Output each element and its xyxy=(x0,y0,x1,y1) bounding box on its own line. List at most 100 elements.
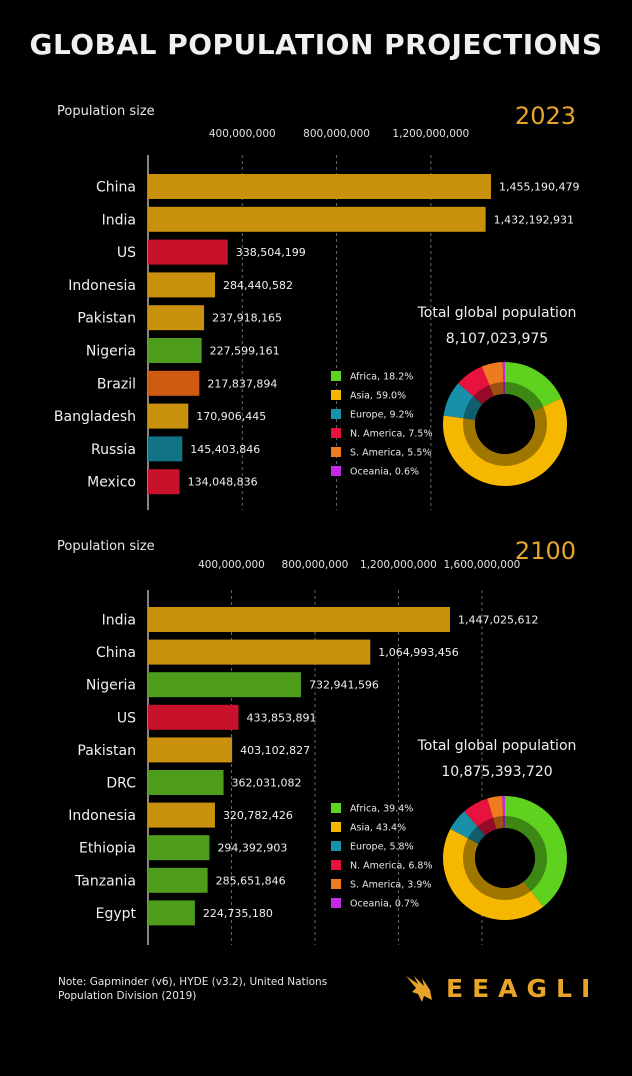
total-value-2023: 8,107,023,975 xyxy=(446,331,548,347)
legend-swatch-oceania-2023 xyxy=(331,466,341,476)
value-label-china-2100: 1,064,993,456 xyxy=(378,646,458,659)
donut-slice-europe-2100 xyxy=(450,811,486,844)
legend-swatch-asia-2023 xyxy=(331,390,341,400)
legend-swatch-africa-2023 xyxy=(331,371,341,381)
legend-label-n-america-2023: N. America, 7.5% xyxy=(350,429,433,440)
value-label-india-2100: 1,447,025,612 xyxy=(458,614,538,627)
legend-label-africa-2100: Africa, 39.4% xyxy=(350,804,413,815)
category-label-egypt-2100: Egypt xyxy=(96,906,137,922)
category-label-india-2100: India xyxy=(102,613,136,629)
legend-swatch-n-america-2023 xyxy=(331,428,341,438)
donut-hole-2100 xyxy=(475,828,535,888)
brand-logo: EEAGLI xyxy=(402,968,599,1008)
value-label-us-2100: 433,853,891 xyxy=(247,711,317,724)
category-label-us-2100: US xyxy=(117,710,136,726)
bar-us-2023 xyxy=(148,239,228,265)
donut-slice-africa-2100 xyxy=(505,795,567,907)
bar-pakistan-2100 xyxy=(148,737,233,763)
x-tick-label-2023-1: 800,000,000 xyxy=(303,128,370,140)
category-label-india-2023: India xyxy=(102,212,136,228)
legend-label-europe-2023: Europe, 9.2% xyxy=(350,410,414,421)
value-label-indonesia-2100: 320,782,426 xyxy=(223,809,293,822)
bar-china-2100 xyxy=(148,639,371,665)
year-label-2023: 2023 xyxy=(515,102,576,130)
bar-indonesia-2023 xyxy=(148,272,216,298)
category-label-brazil-2023: Brazil xyxy=(97,376,136,392)
bar-chart-2100: Population size 2100 400,000,000 800,000,00… xyxy=(57,537,577,945)
value-label-nigeria-2023: 227,599,161 xyxy=(210,345,280,358)
category-label-pakistan-2100: Pakistan xyxy=(77,743,136,759)
bar-chart-2023: Population size 2023 400,000,000 800,000,00… xyxy=(54,102,579,510)
legend-label-europe-2100: Europe, 5.8% xyxy=(350,842,414,853)
legend-label-n-america-2100: N. America, 6.8% xyxy=(350,861,433,872)
legend-swatch-asia-2100 xyxy=(331,822,341,832)
donut-slice-africa-2023 xyxy=(505,362,562,412)
donut-slice-oceania-2100 xyxy=(502,796,505,829)
category-label-us-2023: US xyxy=(117,245,136,261)
bar-tanzania-2100 xyxy=(148,867,208,893)
category-label-indonesia-2023: Indonesia xyxy=(68,278,136,294)
donut-slice-oceania-2023 xyxy=(502,362,505,395)
legend-swatch-europe-2023 xyxy=(331,409,341,419)
category-label-tanzania-2100: Tanzania xyxy=(74,873,136,889)
value-label-india-2023: 1,432,192,931 xyxy=(494,213,574,226)
bar-us-2100 xyxy=(148,704,239,730)
category-label-china-2100: China xyxy=(96,645,136,661)
legend-label-oceania-2023: Oceania, 0.6% xyxy=(350,467,419,478)
category-label-nigeria-2023: Nigeria xyxy=(86,344,136,360)
x-tick-label-2023-0: 400,000,000 xyxy=(209,128,276,140)
bar-china-2023 xyxy=(148,174,491,199)
donut-slice-s-america-2023 xyxy=(481,362,504,397)
category-label-indonesia-2100: Indonesia xyxy=(68,808,136,824)
value-label-pakistan-2023: 237,918,165 xyxy=(212,312,282,325)
axis-label-2100: Population size xyxy=(57,539,155,554)
legend-swatch-s-america-2100 xyxy=(331,879,341,889)
value-label-china-2023: 1,455,190,479 xyxy=(499,181,579,194)
value-label-bangladesh-2023: 170,906,445 xyxy=(196,410,266,423)
legend-swatch-n-america-2100 xyxy=(331,860,341,870)
bar-russia-2023 xyxy=(148,436,183,462)
value-label-brazil-2023: 217,837,894 xyxy=(207,377,277,390)
value-label-us-2023: 338,504,199 xyxy=(236,246,306,259)
bar-bangladesh-2023 xyxy=(148,403,189,429)
legend-label-s-america-2023: S. America, 5.5% xyxy=(350,448,431,459)
page-title: GLOBAL POPULATION PROJECTIONS xyxy=(29,28,603,61)
value-label-pakistan-2100: 403,102,827 xyxy=(240,744,310,757)
bar-nigeria-2100 xyxy=(148,672,301,698)
category-label-russia-2023: Russia xyxy=(91,442,136,458)
legend-label-oceania-2100: Oceania, 0.7% xyxy=(350,899,419,910)
value-label-ethiopia-2100: 294,392,903 xyxy=(217,842,287,855)
donut-slice-asia-2100 xyxy=(442,828,544,920)
brand-name: EEAGLI xyxy=(446,973,600,1003)
category-label-pakistan-2023: Pakistan xyxy=(77,311,136,327)
eagle-logo-icon xyxy=(406,976,432,1002)
donut-hole-2023 xyxy=(475,394,535,454)
legend-swatch-s-america-2023 xyxy=(331,447,341,457)
donut-slice-n-america-2100 xyxy=(464,798,497,836)
x-tick-label-2100-3: 1,600,000,000 xyxy=(444,559,521,571)
axis-label-2023: Population size xyxy=(57,104,155,119)
legend-swatch-africa-2100 xyxy=(331,803,341,813)
bar-brazil-2023 xyxy=(148,370,200,396)
donut-slice-europe-2023 xyxy=(443,383,483,420)
category-label-china-2023: China xyxy=(96,180,136,196)
bar-ethiopia-2100 xyxy=(148,835,210,861)
source-note: Note: Gapminder (v6), HYDE (v3.2), Unite… xyxy=(58,976,328,1002)
legend-label-africa-2023: Africa, 18.2% xyxy=(350,372,413,383)
donut-inner-ring-2100 xyxy=(463,816,547,900)
legend-label-asia-2100: Asia, 43.4% xyxy=(350,823,406,834)
chart-panel-2023: Population size 2023 400,000,000 800,000,00… xyxy=(0,0,632,520)
bar-drc-2100 xyxy=(148,770,224,795)
value-label-indonesia-2023: 284,440,582 xyxy=(223,279,293,292)
category-label-drc-2100: DRC xyxy=(106,776,136,792)
bar-mexico-2023 xyxy=(148,469,180,495)
legend-label-asia-2023: Asia, 59.0% xyxy=(350,391,406,402)
chart-panel-2100: Population size 2100 400,000,000 800,000,00… xyxy=(57,537,577,945)
category-label-mexico-2023: Mexico xyxy=(87,475,136,491)
value-label-mexico-2023: 134,048,836 xyxy=(188,476,258,489)
x-tick-label-2023-2: 1,200,000,000 xyxy=(392,128,469,140)
bar-egypt-2100 xyxy=(148,900,195,926)
total-label-2100: Total global population xyxy=(417,738,577,754)
x-tick-label-2100-1: 800,000,000 xyxy=(282,559,349,571)
legend-label-s-america-2100: S. America, 3.9% xyxy=(350,880,431,891)
